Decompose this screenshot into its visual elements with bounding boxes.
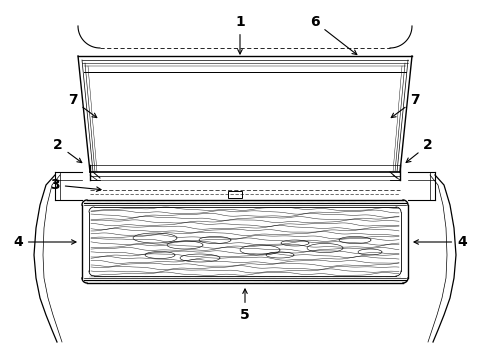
Text: 4: 4 [13, 235, 76, 249]
Text: 7: 7 [68, 93, 97, 118]
Text: 2: 2 [406, 138, 433, 162]
Text: 4: 4 [414, 235, 467, 249]
Text: 7: 7 [391, 93, 420, 118]
Text: 3: 3 [50, 178, 101, 192]
Text: 1: 1 [235, 15, 245, 54]
Bar [228, 191, 242, 198]
Text: 6: 6 [310, 15, 357, 54]
Text: 2: 2 [53, 138, 82, 163]
Text: 5: 5 [240, 289, 250, 322]
